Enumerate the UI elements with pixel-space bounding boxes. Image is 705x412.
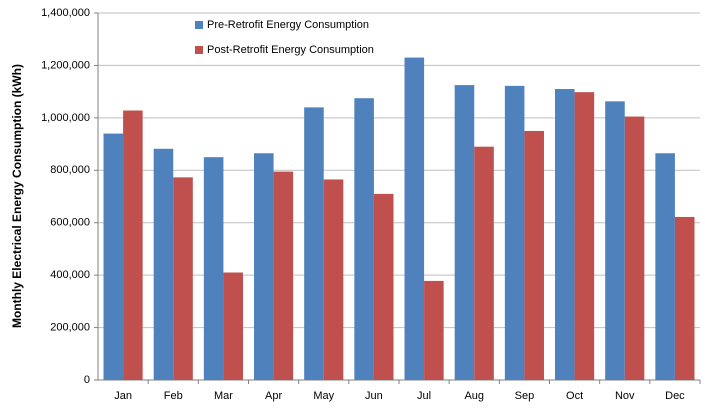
bar <box>173 177 193 380</box>
bar <box>574 92 595 380</box>
x-tick-label: Mar <box>214 390 233 402</box>
bar <box>304 107 324 380</box>
bar <box>624 116 645 381</box>
bar <box>555 89 575 381</box>
y-tick-label: 1,200,000 <box>41 59 90 71</box>
x-tick-label: Jan <box>114 390 132 402</box>
bar <box>153 148 174 380</box>
bar <box>273 171 294 380</box>
bar <box>674 216 695 380</box>
y-tick-label: 600,000 <box>50 217 90 229</box>
bar <box>504 85 525 380</box>
bar <box>474 146 494 380</box>
x-tick-label: Jun <box>365 390 383 402</box>
x-tick-label: Aug <box>464 390 484 402</box>
bar <box>203 157 224 380</box>
bar <box>424 280 444 380</box>
y-tick-label: 400,000 <box>50 269 90 281</box>
bar <box>524 130 544 380</box>
x-tick-label: Sep <box>515 390 535 402</box>
bar <box>223 272 243 380</box>
bar <box>605 101 625 381</box>
y-tick-label: 1,000,000 <box>41 112 90 124</box>
y-tick-label: 800,000 <box>50 164 90 176</box>
bar <box>655 153 675 380</box>
y-tick-label: 1,400,000 <box>41 7 90 19</box>
x-tick-label: Oct <box>566 390 583 402</box>
bar <box>323 179 344 380</box>
legend-label: Post-Retrofit Energy Consumption <box>207 44 374 56</box>
legend-swatch <box>195 46 203 54</box>
bar <box>373 193 394 380</box>
x-tick-label: Feb <box>164 390 183 402</box>
bar <box>404 57 425 381</box>
y-tick-label: 0 <box>84 374 90 386</box>
legend-label: Pre-Retrofit Energy Consumption <box>207 19 369 31</box>
x-tick-label: Apr <box>265 390 282 402</box>
y-tick-label: 200,000 <box>50 321 90 333</box>
x-tick-label: May <box>313 390 334 402</box>
bar <box>454 85 475 380</box>
x-tick-label: Jul <box>417 390 431 402</box>
y-axis-label: Monthly Electrical Energy Consumption (k… <box>10 64 24 328</box>
legend-swatch <box>195 21 203 29</box>
bar <box>103 133 124 380</box>
bar <box>254 153 274 380</box>
x-tick-label: Dec <box>665 390 685 402</box>
x-tick-label: Nov <box>615 390 635 402</box>
bar <box>354 98 374 381</box>
bar <box>123 110 143 380</box>
